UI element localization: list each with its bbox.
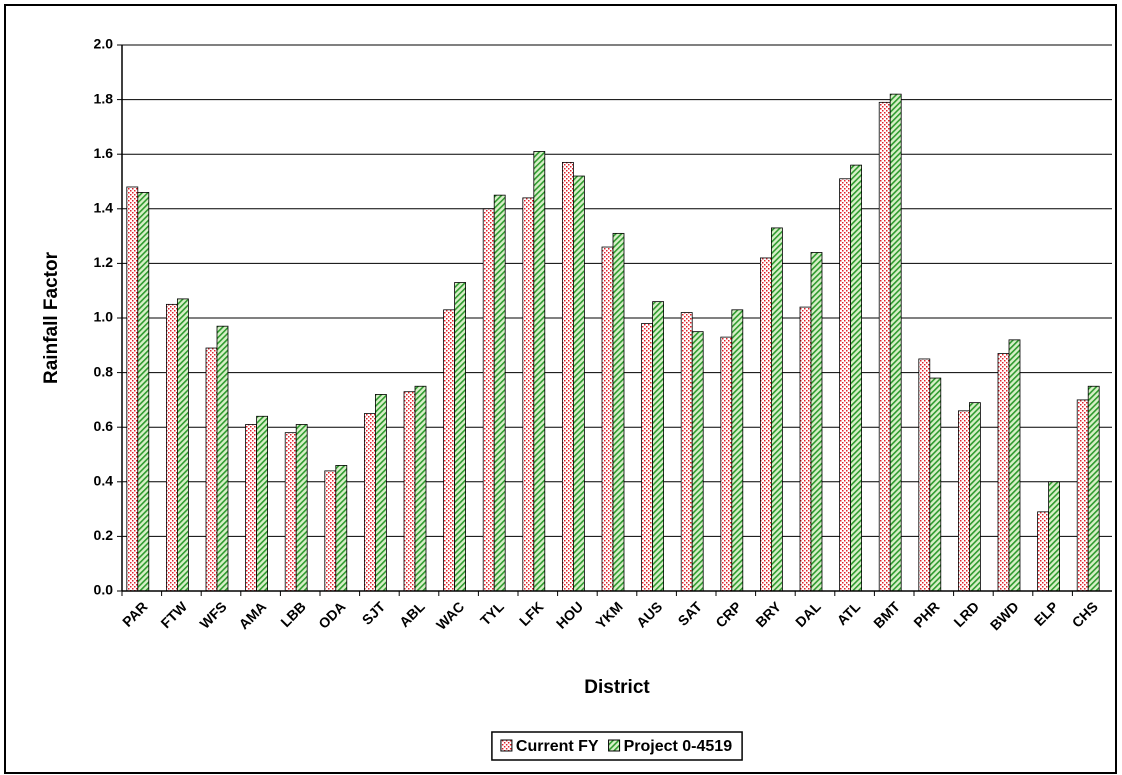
bar [918, 358, 931, 592]
bar [771, 227, 783, 592]
bar [216, 325, 229, 592]
bar [889, 93, 902, 592]
bar [205, 347, 218, 592]
bar [284, 432, 297, 592]
bar [137, 192, 150, 592]
bar [731, 309, 744, 592]
legend-swatch [500, 739, 513, 752]
bar [969, 402, 981, 592]
bar [256, 415, 269, 592]
bar [641, 323, 653, 592]
bar [850, 164, 862, 592]
bar [839, 178, 851, 592]
bar [1037, 511, 1049, 592]
bar [126, 186, 139, 592]
bar [1076, 399, 1089, 592]
bar [601, 246, 614, 592]
bar [799, 306, 812, 592]
bar [493, 194, 506, 592]
bar [810, 252, 823, 592]
legend-swatch [608, 739, 621, 752]
y-tick-label: 1.8 [94, 90, 114, 106]
bar [295, 424, 308, 592]
bar [612, 232, 625, 592]
bar [997, 353, 1010, 592]
legend-label: Project 0-4519 [624, 738, 733, 755]
bar [1087, 385, 1100, 592]
bar [1008, 339, 1021, 592]
bar [573, 175, 585, 592]
bar [522, 197, 535, 592]
y-tick-label: 2.0 [94, 36, 114, 52]
y-axis-title: Rainfall Factor [41, 251, 62, 384]
bar [680, 312, 693, 592]
bar [443, 309, 456, 592]
bar [652, 301, 664, 592]
bar [720, 336, 733, 592]
bar [562, 161, 574, 592]
bar [760, 257, 772, 592]
bar [878, 101, 891, 592]
bar [363, 413, 376, 592]
bar [533, 151, 546, 592]
legend: Current FY Project 0-4519 [491, 731, 743, 761]
bar [165, 303, 178, 592]
bar [176, 298, 189, 592]
bar [414, 385, 427, 592]
y-tick-label: 0.2 [94, 527, 114, 543]
bar [324, 470, 337, 592]
y-tick-label: 0.4 [94, 473, 114, 489]
bar [245, 424, 258, 592]
bar [691, 331, 704, 592]
legend-label: Current FY [516, 738, 599, 755]
bar [482, 208, 495, 592]
bar [454, 282, 467, 592]
bar [1048, 481, 1060, 592]
x-axis-title: District [584, 677, 650, 698]
bar [335, 465, 348, 592]
bar [403, 391, 416, 592]
y-tick-label: 1.2 [94, 254, 114, 270]
y-tick-label: 1.6 [94, 145, 114, 161]
y-tick-label: 1.0 [94, 309, 114, 325]
y-tick-label: 0.6 [94, 418, 114, 434]
y-tick-label: 0.8 [94, 363, 114, 379]
bar [374, 394, 387, 592]
y-tick-label: 0.0 [94, 582, 114, 598]
bar [929, 377, 942, 592]
y-tick-label: 1.4 [94, 200, 114, 216]
bar [958, 410, 970, 592]
